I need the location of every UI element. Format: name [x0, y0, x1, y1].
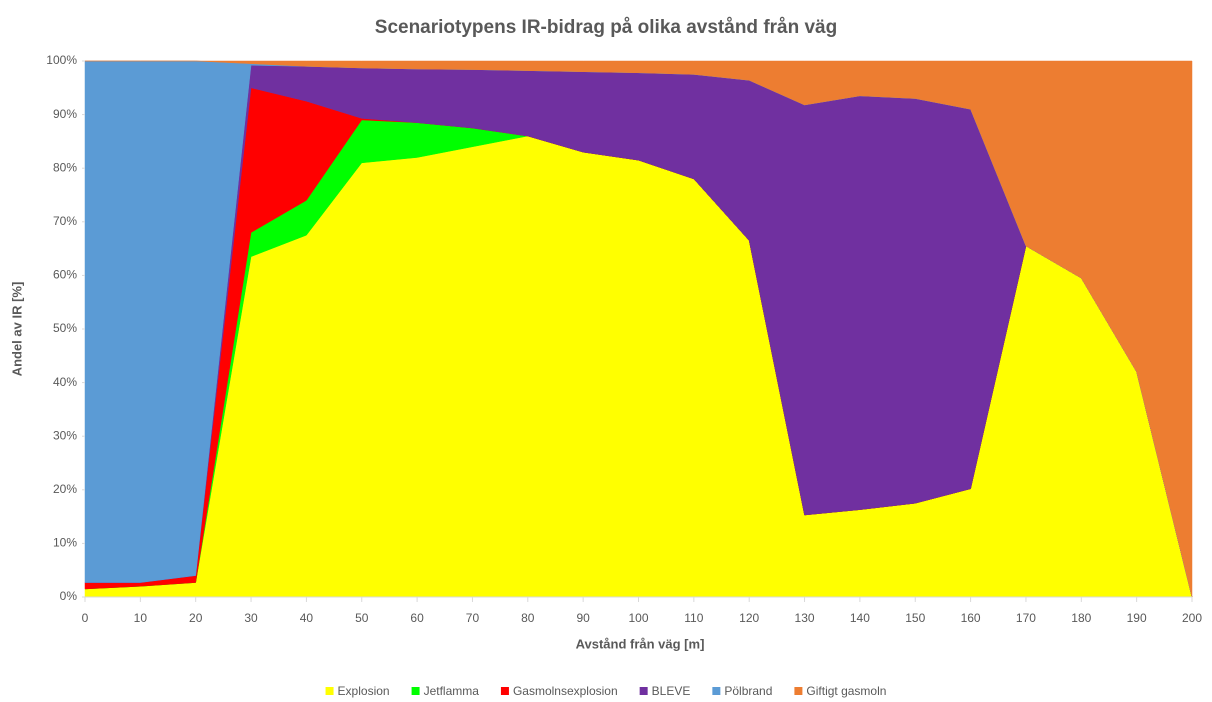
legend-label: Jetflamma — [424, 684, 480, 698]
legend-swatch — [411, 687, 420, 695]
legend-swatch — [712, 687, 721, 695]
x-tick-label: 130 — [795, 611, 815, 625]
x-tick-label: 170 — [1016, 611, 1036, 625]
x-tick-label: 40 — [300, 611, 314, 625]
legend-swatch — [325, 687, 334, 695]
chart-title: Scenariotypens IR-bidrag på olika avstån… — [375, 17, 837, 38]
x-tick-label: 120 — [739, 611, 759, 625]
x-tick-label: 0 — [82, 611, 89, 625]
y-tick-label: 0% — [60, 589, 78, 603]
legend-label: Gasmolnsexplosion — [513, 684, 618, 698]
y-tick-label: 40% — [53, 375, 77, 389]
legend-swatch — [500, 687, 509, 695]
x-tick-label: 150 — [905, 611, 925, 625]
y-axis-title: Andel av IR [%] — [9, 282, 24, 377]
legend-label: Giftigt gasmoln — [806, 684, 886, 698]
y-tick-label: 70% — [53, 214, 77, 228]
x-tick-label: 80 — [521, 611, 535, 625]
legend: Explosion Jetflamma Gasmolnsexplosion BLEVE… — [325, 684, 886, 698]
x-tick-label: 110 — [684, 611, 703, 625]
legend-label: Pölbrand — [724, 684, 772, 698]
legend-label: Explosion — [338, 684, 390, 698]
y-tick-label: 50% — [53, 321, 77, 335]
x-tick-label: 60 — [410, 611, 424, 625]
y-tick-label: 10% — [53, 536, 77, 550]
y-tick-label: 100% — [46, 53, 77, 67]
x-tick-label: 50 — [355, 611, 369, 625]
y-tick-label: 30% — [53, 428, 77, 442]
legend-swatch — [794, 687, 803, 695]
x-tick-label: 90 — [576, 611, 590, 625]
x-tick-label: 190 — [1127, 611, 1147, 625]
x-tick-label: 10 — [134, 611, 148, 625]
x-tick-label: 20 — [189, 611, 203, 625]
x-axis-title: Avstånd från väg [m] — [576, 636, 705, 651]
y-tick-label: 60% — [53, 268, 77, 282]
y-tick-label: 90% — [53, 107, 77, 121]
x-tick-label: 180 — [1071, 611, 1091, 625]
legend-swatch — [639, 687, 648, 695]
x-tick-label: 100 — [628, 611, 648, 625]
y-tick-label: 20% — [53, 482, 77, 496]
x-tick-label: 70 — [466, 611, 480, 625]
x-tick-label: 160 — [961, 611, 981, 625]
y-tick-label: 80% — [53, 160, 77, 174]
area — [85, 60, 1193, 598]
x-tick-label: 30 — [244, 611, 258, 625]
legend-label: BLEVE — [652, 684, 691, 698]
x-tick-label: 200 — [1182, 611, 1202, 625]
x-tick-label: 140 — [850, 611, 870, 625]
